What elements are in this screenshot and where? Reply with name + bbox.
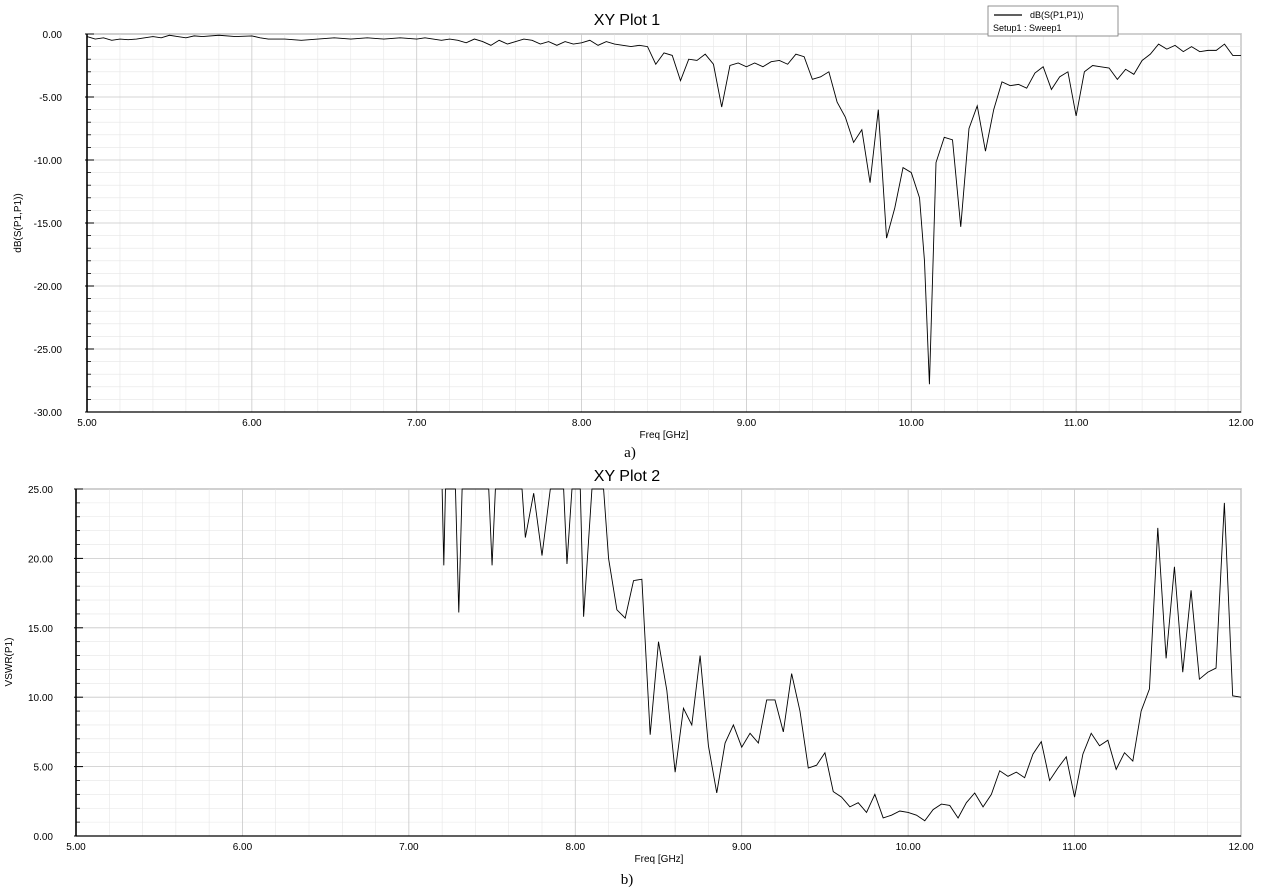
x-tick-label: 11.00 bbox=[1062, 842, 1087, 853]
plot-2-tick-labels: 5.00 6.00 7.00 8.00 9.00 10.00 11.00 12.00 25.00… bbox=[28, 485, 1254, 853]
legend-box bbox=[987, 5, 1119, 37]
legend-trace-label: dB(S(P1,P1)) bbox=[1030, 10, 1084, 20]
x-tick-label: 7.00 bbox=[399, 842, 419, 853]
x-tick-label: 8.00 bbox=[572, 418, 592, 429]
y-tick-label: -10.00 bbox=[34, 156, 63, 167]
x-tick-label: 5.00 bbox=[77, 418, 97, 429]
y-tick-label: 25.00 bbox=[28, 485, 53, 496]
y-tick-label: 15.00 bbox=[28, 624, 53, 635]
plot-2-ylabel: VSWR(P1) bbox=[4, 638, 15, 687]
plot-1-xlabel: Freq [GHz] bbox=[640, 430, 689, 441]
y-tick-label: 0.00 bbox=[34, 832, 54, 843]
y-tick-label: 10.00 bbox=[28, 693, 53, 704]
plot-1-tick-labels: 5.00 6.00 7.00 8.00 9.00 10.00 11.00 12.00 0.00 -… bbox=[34, 30, 1254, 429]
y-tick-label: -30.00 bbox=[34, 408, 63, 419]
plot-2-title: XY Plot 2 bbox=[594, 468, 661, 485]
plot-1-title: XY Plot 1 bbox=[594, 12, 661, 29]
x-tick-label: 10.00 bbox=[896, 842, 921, 853]
x-tick-label: 5.00 bbox=[66, 842, 86, 853]
plot-2-caption: b) bbox=[621, 872, 634, 888]
plot-1-axes bbox=[85, 33, 1241, 413]
x-tick-label: 6.00 bbox=[242, 418, 262, 429]
plot-1: XY Plot 1 5.00 6.00 7.00 8.00 9.00 10.00 11.00… bbox=[13, 5, 1254, 461]
x-tick-label: 10.00 bbox=[899, 418, 924, 429]
plot-1-series-line bbox=[86, 34, 1241, 385]
x-tick-label: 9.00 bbox=[732, 842, 752, 853]
y-tick-label: 0.00 bbox=[43, 30, 63, 41]
plot-1-ylabel: dB(S(P1,P1)) bbox=[13, 193, 24, 252]
y-tick-label: -15.00 bbox=[34, 219, 63, 230]
x-tick-label: 12.00 bbox=[1228, 418, 1253, 429]
y-tick-label: -25.00 bbox=[34, 345, 63, 356]
x-tick-label: 12.00 bbox=[1228, 842, 1253, 853]
y-tick-label: 20.00 bbox=[28, 554, 53, 565]
x-tick-label: 11.00 bbox=[1064, 418, 1089, 429]
plot-1-caption: a) bbox=[624, 445, 636, 461]
plot-2-frame bbox=[75, 488, 1242, 837]
x-tick-label: 7.00 bbox=[407, 418, 427, 429]
plot-1-legend: dB(S(P1,P1)) Setup1 : Sweep1 bbox=[987, 5, 1119, 37]
y-tick-label: 5.00 bbox=[34, 763, 54, 774]
legend-setup-label: Setup1 : Sweep1 bbox=[993, 23, 1062, 33]
plot-2-axes bbox=[74, 488, 1241, 837]
plot-2: XY Plot 2 5.00 6.00 7.00 8.00 9.00 10.00 11.00… bbox=[4, 468, 1254, 888]
x-tick-label: 9.00 bbox=[737, 418, 757, 429]
y-tick-label: -20.00 bbox=[34, 282, 63, 293]
x-tick-label: 8.00 bbox=[566, 842, 586, 853]
plot-2-series-line bbox=[441, 488, 1242, 822]
plot-1-grid bbox=[86, 33, 1242, 413]
x-tick-label: 6.00 bbox=[233, 842, 253, 853]
y-tick-label: -5.00 bbox=[39, 93, 62, 104]
plot-2-xlabel: Freq [GHz] bbox=[635, 854, 684, 865]
